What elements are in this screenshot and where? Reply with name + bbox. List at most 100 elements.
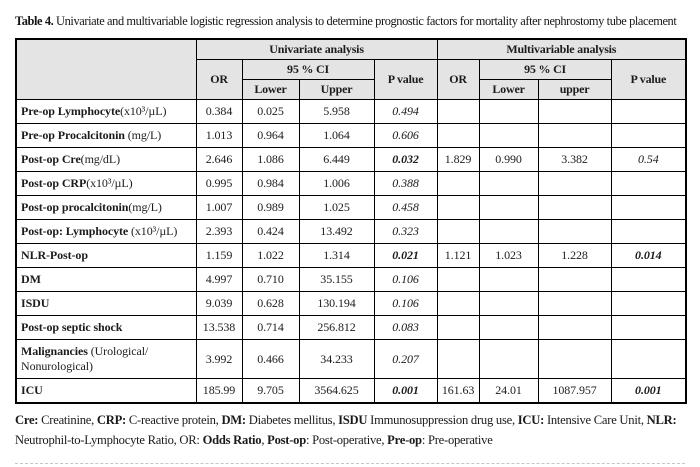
footnote-abbreviation: Odds Ratio [202,432,262,447]
uni-upper-cell: 6.449 [298,147,375,173]
table-row: NLR-Post-op 1.159 1.022 1.314 0.021 1.121 1.02… [15,243,687,269]
group-header-row: Univariate analysis Multivariable analys… [15,38,687,101]
footnote-text: , [261,432,268,447]
row-label-term: ICU [21,383,43,398]
uni-lower-cell: 1.086 [241,147,300,173]
uni-upper-cell: 256.812 [298,315,375,341]
multi-pvalue-cell [610,267,687,293]
uni-upper-cell: 5.958 [298,99,375,125]
uni-or-header: OR [195,59,243,101]
uni-pvalue-cell: 0.106 [373,291,438,317]
multi-lower-cell [478,315,539,341]
uni-or-cell: 1.007 [195,195,243,221]
multi-upper-cell [537,99,612,125]
footnote-text: Neutrophil-to-Lymphocyte Ratio, OR: [15,432,203,447]
uni-lower-cell: 0.424 [241,219,300,245]
multi-upper-cell: 3.382 [537,147,612,173]
uni-or-cell: 2.646 [195,147,243,173]
table-caption-number: Table 4. [15,14,54,28]
uni-upper-cell: 1.025 [298,195,375,221]
multi-upper-cell [537,315,612,341]
uni-pvalue-cell: 0.494 [373,99,438,125]
uni-or-cell: 4.997 [195,267,243,293]
uni-pvalue-cell: 0.106 [373,267,438,293]
footnote-abbreviation: DM: [221,413,246,428]
footnote-abbreviation: Pre-op [387,432,422,447]
table-row: Pre-op Lymphocyte(x10³/µL) 0.384 0.025 5.95… [15,99,687,125]
table-row: Pre-op Procalcitonin (mg/L) 1.013 0.964 1.0… [15,123,687,149]
uni-pvalue-cell: 0.458 [373,195,438,221]
multi-lower-cell [478,123,539,149]
row-label-term: Malignancies [21,344,88,359]
row-label-term: Post-op procalcitonin [21,200,129,215]
multi-or-cell [436,195,480,221]
multi-lower-cell [478,99,539,125]
row-label-term: Post-op Cre [21,152,81,167]
multi-pvalue-cell: 0.54 [610,147,687,173]
uni-lower-cell: 0.025 [241,99,300,125]
multi-upper-cell: 1087.957 [537,378,612,404]
multi-upper-header: upper [537,79,612,101]
multi-or-header: OR [436,59,480,101]
multi-or-cell [436,99,480,125]
row-label: Post-op septic shock [15,315,197,341]
multi-pvalue-cell [610,123,687,149]
uni-or-cell: 13.538 [195,315,243,341]
row-label-unit: (mg/L) [128,200,162,215]
table-row: Post-op: Lymphocyte (x10³/µL) 2.393 0.424 1… [15,219,687,245]
uni-lower-header: Lower [241,79,300,101]
multi-lower-cell: 0.990 [478,147,539,173]
multi-pvalue-cell [610,219,687,245]
uni-upper-cell: 13.492 [298,219,375,245]
uni-or-cell: 3.992 [195,339,243,380]
multi-pvalue-cell [610,339,687,380]
abbreviations-footnote: Cre: Creatinine, CRP: C-reactive protein… [15,411,685,450]
uni-upper-cell: 130.194 [298,291,375,317]
table-header: Univariate analysis Multivariable analys… [15,38,687,101]
multi-pvalue-cell: 0.001 [610,378,687,404]
multi-lower-cell [478,291,539,317]
multi-upper-cell [537,195,612,221]
row-label: Malignancies (Urological/ Nonurological) [15,339,197,380]
footnote-abbreviation: ICU: [517,413,545,428]
uni-upper-cell: 35.155 [298,267,375,293]
row-label-term: Pre-op Lymphocyte [21,104,121,119]
table-row: ICU 185.99 9.705 3564.625 0.001 161.63 24.01 10… [15,378,687,404]
row-label-term: ISDU [21,296,50,311]
multi-lower-cell: 24.01 [478,378,539,404]
uni-upper-cell: 1.314 [298,243,375,269]
multi-pvalue-cell [610,291,687,317]
footnote-abbreviation: ISDU [338,413,368,428]
uni-lower-cell: 0.964 [241,123,300,149]
multi-or-cell: 1.121 [436,243,480,269]
uni-lower-cell: 0.989 [241,195,300,221]
subheader-row: OR 95 % CI P value OR 95 % CI P value [16,59,687,101]
footnote-text: Diabetes mellitus, [245,413,339,428]
multi-lower-cell [478,267,539,293]
uni-lower-cell: 1.022 [241,243,300,269]
row-label: Post-op CRP(x10³/µL) [15,171,197,197]
page-divider [15,462,685,464]
row-label: Post-op procalcitonin(mg/L) [15,195,197,221]
table-body: Pre-op Lymphocyte(x10³/µL) 0.384 0.025 5.95… [15,99,687,404]
footnote-text: : Pre-operative [421,432,493,447]
footnote-text: Intensive Care Unit, [544,413,647,428]
multi-or-cell [436,267,480,293]
row-label-unit: (mg/dL) [80,152,120,167]
row-label-term: Post-op: Lymphocyte [21,224,129,239]
multi-lower-cell [478,195,539,221]
uni-pvalue-cell: 0.606 [373,123,438,149]
uni-or-cell: 9.039 [195,291,243,317]
uni-or-cell: 2.393 [195,219,243,245]
uni-lower-cell: 9.705 [241,378,300,404]
uni-lower-cell: 0.628 [241,291,300,317]
row-label: NLR-Post-op [15,243,197,269]
row-label-unit: (x10³/µL) [120,104,167,119]
multi-pvalue-header: P value [610,59,687,101]
uni-or-cell: 0.384 [195,99,243,125]
table-row: Malignancies (Urological/ Nonurological)… [15,339,687,380]
multi-lower-cell [478,339,539,380]
uni-upper-cell: 34.233 [298,339,375,380]
multi-or-cell [436,171,480,197]
uni-pvalue-cell: 0.207 [373,339,438,380]
